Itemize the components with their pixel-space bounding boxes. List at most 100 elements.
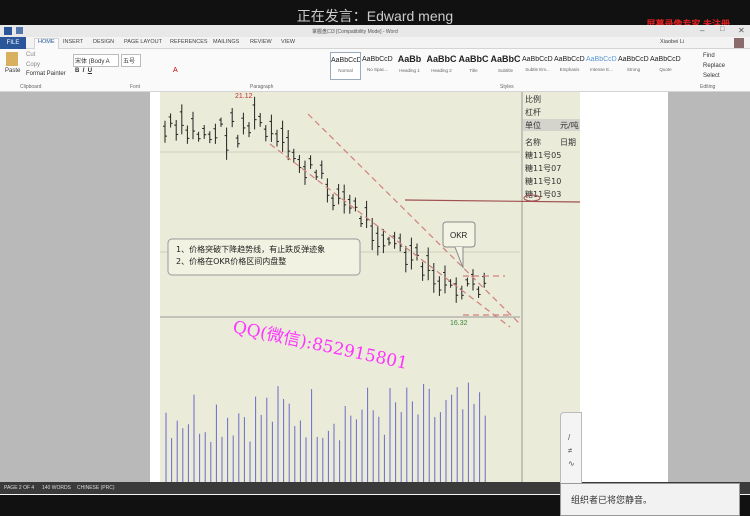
ribbon-tabs: FILE HOME INSERT DESIGN PAGE LAYOUT REFE… (0, 37, 750, 49)
style-7[interactable]: AaBbCcDd Emphasis (554, 52, 585, 80)
style-name: Title (469, 68, 478, 73)
language-indicator[interactable]: CHINESE (PRC) (77, 485, 115, 491)
style-preview: AaBbC (490, 54, 521, 64)
style-preview: AaBbCcDd (586, 56, 617, 63)
tab-references[interactable]: REFERENCES (170, 39, 208, 45)
copy-button[interactable]: Copy (26, 62, 41, 68)
callout-text: OKR (450, 231, 468, 240)
tab-file[interactable]: FILE (0, 37, 26, 49)
group-label: Styles (500, 84, 514, 90)
window-title: 掌握盘口3 [Compatibility Mode] - Word (312, 29, 398, 35)
side-table-cell: 名称 (525, 137, 541, 147)
paste-icon[interactable] (6, 52, 18, 66)
mute-notification: 组织者已将您静音。 (560, 483, 740, 516)
speaker-banner: 正在发言：Edward meng (296, 8, 454, 24)
recorder-watermark: 屏幕录像专家 未注册 (646, 19, 730, 29)
style-preview: AaBbC (458, 54, 489, 64)
replace-button[interactable]: Replace (703, 63, 726, 69)
ribbon: Paste Cut Copy Format Painter Clipboard … (0, 49, 750, 92)
style-0[interactable]: AaBbCcDd Normal (330, 52, 361, 80)
find-button[interactable]: Find (703, 53, 715, 59)
style-preview: AaBbCcDd (554, 56, 585, 63)
style-5[interactable]: AaBbC Subtitle (490, 52, 521, 80)
format-painter-button[interactable]: Format Painter (26, 71, 66, 77)
side-table-cell: 糖11号05 (525, 150, 561, 160)
style-name: Strong (626, 67, 641, 72)
font-name-select[interactable]: 宋体 (Body A (73, 54, 119, 67)
style-preview: AaBb (397, 54, 422, 64)
style-2[interactable]: AaBb Heading 1 (394, 52, 425, 80)
resistance-line (404, 199, 580, 203)
title-bar: 掌握盘口3 [Compatibility Mode] - Word – □ ✕ (0, 25, 750, 37)
word-icon (4, 27, 12, 35)
callout-pointer (454, 246, 464, 269)
word-window: 掌握盘口3 [Compatibility Mode] - Word – □ ✕ … (0, 25, 750, 495)
close-button[interactable]: ✕ (738, 26, 745, 35)
note-1: 1、价格突破下降趋势线，有止跌反弹迹象 (176, 244, 325, 254)
trend-channel-lower (269, 143, 511, 328)
side-table-cell: 元/吨 (560, 120, 579, 130)
page-indicator[interactable]: PAGE 2 OF 4 (4, 485, 35, 491)
style-10[interactable]: AaBbCcDd Quote (650, 52, 681, 80)
side-table-cell: 杠杆 (525, 107, 541, 117)
style-1[interactable]: AaBbCcDd No Spac... (362, 52, 393, 80)
avatar[interactable] (734, 38, 744, 48)
style-preview: AaBbCcDd (331, 57, 360, 64)
bold-button[interactable]: B I U (75, 68, 93, 74)
user-name[interactable]: Xiaobei Li (660, 39, 685, 45)
side-table-cell: 糖11号10 (525, 176, 561, 186)
document-area[interactable]: 21.12 16.32 OKR 1、价格突破下降趋势线，有止跌反弹迹象 2、价格在OKR… (0, 92, 750, 482)
notes-box (167, 238, 361, 276)
restore-button[interactable]: □ (720, 26, 725, 33)
font-size-select[interactable]: 五号 (121, 54, 141, 67)
tab-review[interactable]: REVIEW (250, 39, 272, 45)
group-label: Paragraph (250, 84, 274, 90)
style-preview: AaBbCcDd (522, 56, 553, 63)
style-6[interactable]: AaBbCcDd Subtle Em... (522, 52, 553, 80)
contact-overlay: QQ(微信):852915801 (231, 317, 409, 374)
style-preview: AaBbCcDd (362, 56, 393, 63)
save-icon[interactable] (16, 27, 23, 34)
note-2: 2、价格在OKR价格区间内盘整 (176, 256, 286, 266)
tab-insert[interactable]: INSERT (63, 39, 84, 45)
word-count[interactable]: 140 WORDS (42, 485, 71, 491)
style-name: No Spac... (366, 67, 388, 72)
low-price-label: 16.32 (450, 320, 468, 327)
side-table-cell: 糖11号07 (525, 163, 561, 173)
style-name: Subtitle (497, 68, 513, 73)
style-preview: AaBbCcDd (650, 56, 681, 63)
select-button[interactable]: Select (703, 73, 720, 79)
style-name: Emphasis (559, 67, 580, 72)
side-table-cell: 糖11号03 (525, 189, 561, 199)
style-preview: AaBbCcDd (618, 56, 649, 63)
style-name: Normal (338, 68, 353, 73)
side-table-cell: 比例 (525, 94, 541, 104)
paste-button[interactable]: Paste (5, 68, 21, 74)
tab-design[interactable]: DESIGN (93, 39, 115, 45)
tab-page-layout[interactable]: PAGE LAYOUT (124, 39, 163, 45)
style-name: Heading 2 (431, 68, 452, 73)
line-tools-icon[interactable]: / ≠ ∿ (568, 433, 575, 468)
font-color-button[interactable]: A (173, 67, 178, 74)
tab-view[interactable]: VIEW (281, 39, 296, 45)
style-3[interactable]: AaBbC Heading 2 (426, 52, 457, 80)
side-table-cell: 单位 (525, 120, 541, 130)
minimize-button[interactable]: – (700, 26, 705, 35)
highlight-circle (523, 194, 541, 202)
style-name: Quote (659, 67, 672, 72)
style-preview: AaBbC (426, 54, 457, 64)
group-label: Editing (700, 84, 716, 90)
table-header-bg (523, 119, 580, 131)
style-name: Intense E... (590, 67, 613, 72)
tab-home[interactable]: HOME (34, 38, 59, 49)
style-4[interactable]: AaBbC Title (458, 52, 489, 80)
group-label: Font (130, 84, 141, 90)
tab-mailings[interactable]: MAILINGS (213, 39, 240, 45)
drawing-tool-panel: / ≠ ∿ (560, 412, 582, 484)
cut-button[interactable]: Cut (26, 52, 36, 58)
trend-channel-upper (307, 113, 521, 325)
style-8[interactable]: AaBbCcDd Intense E... (586, 52, 617, 80)
group-label: Clipboard (20, 84, 42, 90)
style-9[interactable]: AaBbCcDd Strong (618, 52, 649, 80)
style-name: Heading 1 (399, 68, 420, 73)
